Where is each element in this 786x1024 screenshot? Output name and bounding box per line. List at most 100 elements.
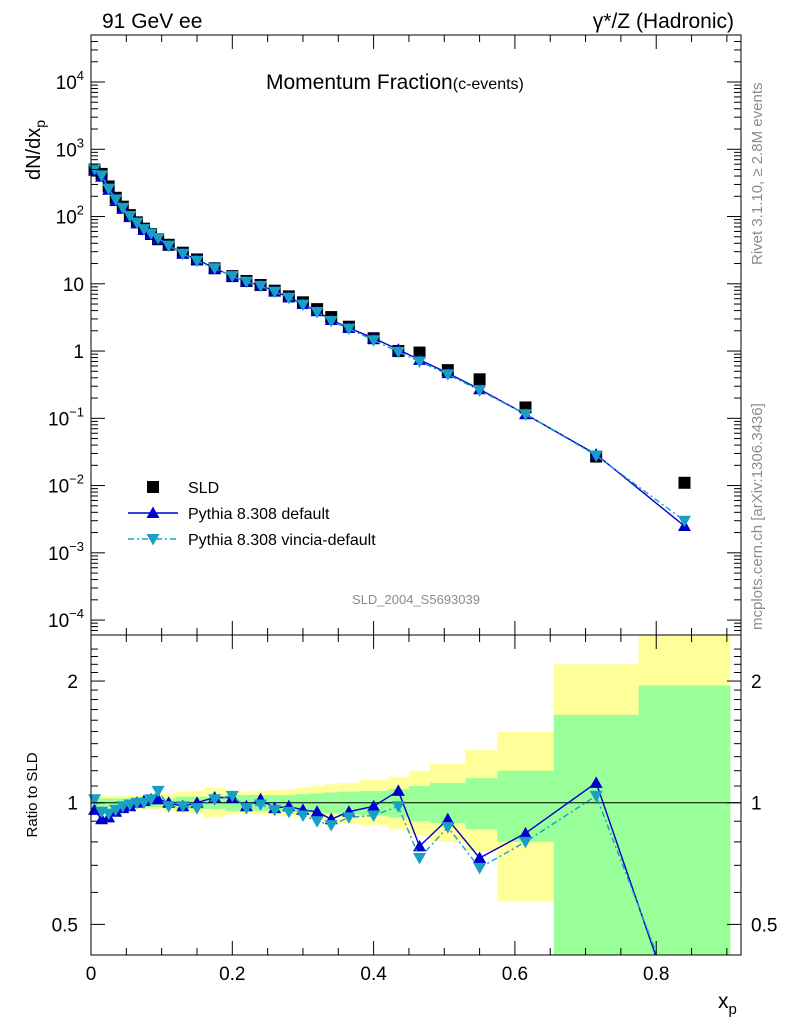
ratio-point bbox=[441, 822, 455, 834]
data-point bbox=[282, 292, 296, 305]
legend-label: Pythia 8.308 default bbox=[188, 506, 330, 523]
ratio-point bbox=[519, 836, 533, 849]
ratio-point bbox=[310, 805, 324, 817]
data-point bbox=[296, 299, 310, 312]
ratio-plot-frame bbox=[90, 634, 742, 956]
ratio-point bbox=[144, 794, 158, 806]
ratio-point bbox=[413, 852, 427, 865]
series-sld bbox=[88, 163, 691, 489]
data-point bbox=[239, 276, 253, 289]
uncertainty-band-inner bbox=[638, 685, 731, 955]
data-point bbox=[116, 202, 130, 215]
data-point bbox=[190, 255, 204, 268]
y-tick-exponent: −2 bbox=[69, 472, 84, 487]
uncertainty-band-inner bbox=[553, 714, 639, 955]
x-tick-label: 0.2 bbox=[219, 964, 245, 985]
legend-marker bbox=[147, 481, 159, 493]
data-point bbox=[441, 369, 455, 381]
data-point bbox=[268, 286, 282, 299]
legend-marker bbox=[146, 534, 160, 546]
ratio-plot-panel: 0.5 0.5 1 1 2 2 0 0.2 0.4 0.6 0.8 Ratio to SLD xp bbox=[24, 634, 777, 1018]
data-point bbox=[102, 183, 116, 196]
data-point bbox=[678, 476, 691, 489]
data-point bbox=[130, 217, 144, 230]
y-tick-label: 10−2 bbox=[48, 472, 84, 498]
ratio-point bbox=[268, 804, 282, 817]
header-right: γ*/Z (Hadronic) bbox=[593, 10, 734, 33]
y-tick-label: 103 bbox=[56, 135, 84, 161]
data-point bbox=[589, 450, 603, 462]
ratio-y-tick-label-right: 1 bbox=[751, 794, 762, 815]
data-point bbox=[473, 373, 486, 386]
data-point bbox=[367, 335, 381, 347]
ratio-point bbox=[151, 792, 165, 805]
y-tick-exponent: 3 bbox=[77, 135, 84, 150]
ratio-point bbox=[413, 839, 427, 852]
main-y-axis-label: dN/dxp bbox=[23, 120, 48, 180]
ratio-y-tick-label: 1 bbox=[67, 794, 78, 815]
ratio-point bbox=[137, 797, 151, 810]
ratio-point bbox=[176, 801, 190, 813]
series-pythia-vincia bbox=[88, 163, 691, 528]
data-point bbox=[208, 263, 222, 275]
data-point bbox=[123, 210, 137, 223]
header-left: 91 GeV ee bbox=[102, 10, 202, 33]
y-tick-exponent: 4 bbox=[77, 68, 84, 83]
ratio-point bbox=[254, 799, 268, 811]
ratio-point bbox=[296, 810, 310, 822]
y-tick-label: 10−4 bbox=[48, 606, 84, 632]
ratio-point bbox=[473, 851, 487, 863]
ratio-y-tick-label: 0.5 bbox=[52, 915, 78, 936]
ratio-y-axis-label: Ratio to SLD bbox=[24, 752, 41, 837]
ratio-point bbox=[109, 804, 123, 817]
y-tick-mantissa: 10 bbox=[48, 544, 69, 565]
ratio-point bbox=[441, 812, 455, 825]
data-point bbox=[473, 385, 487, 397]
ratio-y-tick-label: 2 bbox=[67, 672, 78, 693]
legend-label: SLD bbox=[188, 480, 219, 497]
rivet-version-text: Rivet 3.1.10, ≥ 2.8M events bbox=[749, 83, 766, 266]
data-point bbox=[151, 232, 165, 245]
ratio-point bbox=[519, 826, 533, 839]
ratio-point bbox=[190, 803, 204, 815]
ratio-y-tick-label-right: 2 bbox=[751, 672, 762, 693]
data-point bbox=[225, 271, 239, 283]
data-point bbox=[144, 228, 158, 240]
data-point bbox=[254, 280, 268, 293]
x-tick-label: 0.4 bbox=[360, 964, 387, 985]
y-tick-mantissa: 10 bbox=[63, 275, 84, 296]
watermark: SLD_2004_S5693039 bbox=[352, 592, 480, 607]
data-point bbox=[162, 240, 176, 253]
y-tick-mantissa: 10 bbox=[48, 477, 69, 498]
legend: SLD Pythia 8.308 default Pythia 8.308 vinc… bbox=[128, 480, 376, 549]
y-tick-label: 10−1 bbox=[48, 404, 84, 430]
data-point bbox=[324, 315, 338, 328]
ratio-point bbox=[367, 799, 381, 812]
data-point bbox=[677, 515, 691, 528]
y-tick-mantissa: 10 bbox=[56, 140, 77, 161]
y-tick-mantissa: 10 bbox=[48, 611, 69, 632]
ratio-point bbox=[208, 794, 222, 806]
y-tick-exponent: 2 bbox=[77, 203, 84, 218]
data-point bbox=[519, 409, 533, 421]
x-tick-label: 0 bbox=[86, 964, 97, 985]
ratio-point bbox=[473, 862, 487, 875]
legend-label: Pythia 8.308 vincia-default bbox=[188, 532, 376, 549]
data-point bbox=[413, 356, 427, 368]
data-point bbox=[391, 346, 405, 359]
ratio-point bbox=[324, 820, 338, 832]
main-plot-title: Momentum Fraction(c-events) bbox=[266, 71, 524, 94]
ratio-point bbox=[589, 790, 603, 803]
y-tick-exponent: −3 bbox=[69, 539, 84, 554]
y-tick-mantissa: 10 bbox=[56, 73, 77, 94]
ratio-point bbox=[367, 810, 381, 822]
data-point bbox=[137, 224, 151, 236]
data-point bbox=[413, 346, 426, 359]
ratio-point bbox=[102, 808, 116, 821]
ratio-point bbox=[589, 776, 603, 788]
ratio-point bbox=[151, 785, 165, 798]
y-tick-label: 10−3 bbox=[48, 539, 84, 565]
legend-marker bbox=[146, 506, 160, 518]
mcplots-reference-text: mcplots.cern.ch [arXiv:1306.3436] bbox=[749, 403, 766, 630]
